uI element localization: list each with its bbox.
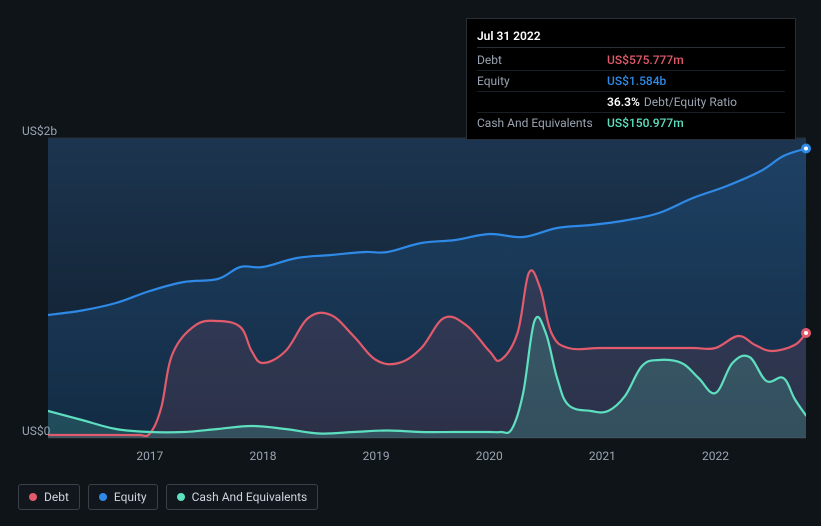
legend-item-label: Equity	[114, 490, 147, 504]
tooltip-row-value: US$150.977m	[607, 116, 684, 130]
x-axis-label-2021: 2021	[589, 449, 616, 463]
tooltip-row-label: Equity	[477, 74, 607, 88]
x-axis-label-2017: 2017	[136, 449, 163, 463]
legend-dot-icon	[29, 493, 37, 501]
financial-history-chart: US$2b US$0 2017 2018 2019 2020 2021 2022 Jul …	[0, 0, 821, 526]
tooltip-row-label: Cash And Equivalents	[477, 116, 607, 130]
tooltip-row-2: 36.3%Debt/Equity Ratio	[477, 92, 785, 113]
legend-item-debt[interactable]: Debt	[18, 484, 80, 510]
x-axis-label-2020: 2020	[476, 449, 503, 463]
chart-legend: Debt Equity Cash And Equivalents	[18, 484, 318, 510]
legend-item-cash-and-equivalents[interactable]: Cash And Equivalents	[166, 484, 319, 510]
tooltip-row-value: US$1.584b	[607, 74, 666, 88]
legend-dot-icon	[177, 493, 185, 501]
tooltip-debt-equity-ratio: 36.3%Debt/Equity Ratio	[607, 95, 737, 109]
x-axis-label-2018: 2018	[249, 449, 276, 463]
tooltip-row-label: Debt	[477, 53, 607, 67]
x-axis-label-2019: 2019	[363, 449, 390, 463]
tooltip-row-0: DebtUS$575.777m	[477, 50, 785, 71]
tooltip-row-1: EquityUS$1.584b	[477, 71, 785, 92]
y-axis-label-min: US$0	[22, 424, 50, 438]
legend-item-label: Debt	[44, 490, 69, 504]
tooltip-row-label	[477, 95, 607, 109]
y-axis-label-max: US$2b	[22, 124, 57, 138]
legend-dot-icon	[99, 493, 107, 501]
legend-item-label: Cash And Equivalents	[192, 490, 308, 504]
tooltip-row-value: US$575.777m	[607, 53, 684, 67]
legend-item-equity[interactable]: Equity	[88, 484, 158, 510]
tooltip-row-3: Cash And EquivalentsUS$150.977m	[477, 113, 785, 133]
x-axis-label-2022: 2022	[702, 449, 729, 463]
tooltip-date: Jul 31 2022	[477, 25, 785, 48]
chart-tooltip: Jul 31 2022 DebtUS$575.777mEquityUS$1.58…	[466, 18, 796, 140]
